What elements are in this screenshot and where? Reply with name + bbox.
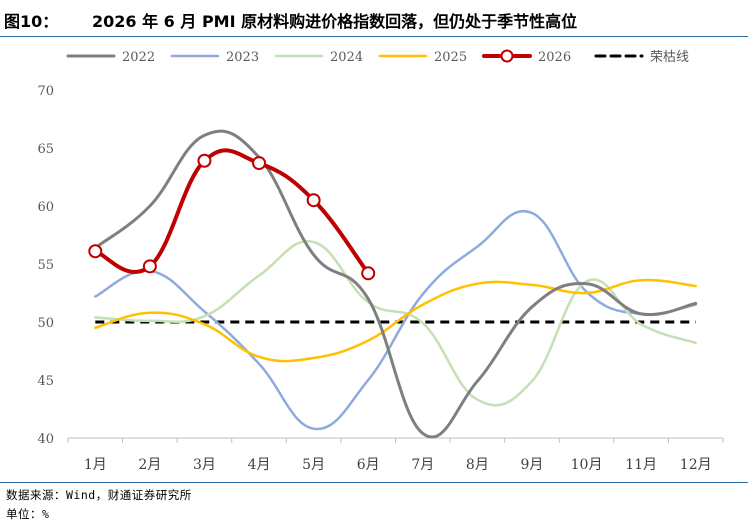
legend-item: 2024 [274,50,363,65]
data-point-marker [361,266,376,281]
line-chart: 2022 2023 2024 2025 2026 荣枯线 40 45 50 55 60 65 70 1… [37,49,724,473]
series-2023 [94,209,697,431]
chart-legend: 2022 2023 2024 2025 2026 荣枯线 [66,49,689,65]
series-line [94,240,697,407]
x-tick-label: 9月 [520,457,543,473]
legend-item: 2025 [378,50,467,65]
source-note: 数据来源：Wind，财通证券研究所 [6,488,192,502]
legend-label: 2022 [122,50,155,65]
data-point-marker [197,153,212,168]
x-tick-label: 1月 [84,457,107,473]
data-point-marker [142,259,157,274]
y-tick-label: 70 [37,84,54,99]
legend-label: 2023 [226,50,259,65]
x-tick-label: 6月 [357,457,380,473]
footer-divider [0,482,748,483]
x-axis: 1月 2月 3月 4月 5月 6月 7月 8月 9月 10月 11月 12月 [67,437,724,473]
legend-item: 荣枯线 [594,50,689,65]
legend-item: 2026 [482,49,571,65]
figure-title: 2026 年 6 月 PMI 原材料购进价格指数回落，但仍处于季节性高位 [92,12,578,31]
y-axis: 40 45 50 55 60 65 70 [37,84,54,447]
x-tick-label: 12月 [680,457,712,473]
data-point-marker [88,244,103,259]
x-tick-label: 2月 [138,457,161,473]
x-tick-label: 7月 [411,457,434,473]
series-2026 [88,148,376,281]
figure-number: 图10： [4,12,59,31]
series-line [93,129,698,439]
y-tick-label: 65 [37,142,54,157]
data-point-marker [252,156,267,171]
legend-label: 荣枯线 [650,50,689,65]
legend-item: 2022 [66,50,155,65]
series-2024 [94,240,697,407]
title-divider [0,36,748,37]
series-line [94,278,697,363]
series-2025 [94,278,697,363]
y-tick-label: 45 [37,374,54,389]
x-tick-label: 8月 [466,457,489,473]
x-tick-label: 5月 [302,457,325,473]
x-tick-label: 4月 [248,457,271,473]
series-line [94,209,697,431]
legend-item: 2023 [170,50,259,65]
legend-marker [500,49,514,63]
x-tick-label: 3月 [193,457,216,473]
data-point-marker [306,193,321,208]
series-line [93,148,371,276]
y-tick-label: 40 [37,432,54,447]
x-tick-label: 11月 [625,457,657,473]
y-tick-label: 55 [37,258,54,273]
legend-label: 2026 [538,50,571,65]
y-tick-label: 50 [37,316,54,331]
x-tick-label: 10月 [571,457,603,473]
unit-note: 单位：% [6,507,50,521]
legend-label: 2024 [330,50,363,65]
legend-label: 2025 [434,50,467,65]
figure-header: 图10： 2026 年 6 月 PMI 原材料购进价格指数回落，但仍处于季节性高… [0,0,748,38]
plot-area [88,129,698,439]
y-tick-label: 60 [37,200,54,215]
series-2022 [93,129,698,439]
